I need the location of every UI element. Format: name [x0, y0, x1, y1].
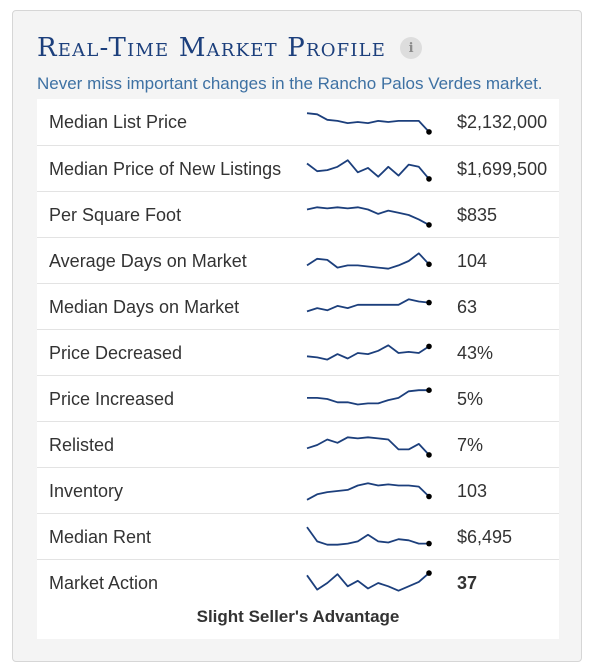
widget-title: Real-Time Market Profile	[37, 33, 387, 63]
metric-value: $1,699,500	[457, 159, 548, 179]
metric-value: 7%	[457, 435, 484, 455]
sparkline-endpoint	[426, 570, 432, 576]
metric-sparkline	[307, 387, 432, 406]
sparkline-endpoint	[426, 493, 432, 500]
metric-sparkline	[306, 112, 432, 135]
widget-subtitle: Never miss important changes in the Ranc…	[37, 74, 543, 93]
metric-row: Relisted 7%	[37, 421, 559, 467]
metric-value: $2,132,000	[457, 112, 548, 132]
metric-label: Median List Price	[49, 112, 188, 132]
metric-row: Median List Price $2,132,000	[37, 99, 559, 145]
metric-sparkline	[306, 206, 432, 228]
sparkline-path	[306, 344, 430, 361]
sparkline-path	[306, 526, 429, 546]
sparkline-endpoint	[426, 343, 432, 350]
header: Real-Time Market Profile i	[37, 33, 423, 63]
sparkline-endpoint	[426, 299, 432, 306]
metric-label: Median Rent	[49, 527, 152, 547]
sparkline-path	[306, 482, 430, 501]
metric-label: Inventory	[49, 481, 124, 501]
metric-value: $835	[457, 205, 498, 225]
metric-row: Inventory 103	[37, 467, 559, 513]
metric-row: Per Square Foot $835	[37, 191, 559, 237]
metric-row: Median Days on Market 63	[37, 283, 559, 329]
sparkline-path	[306, 298, 430, 313]
metric-label: Median Days on Market	[49, 297, 240, 317]
sparkline-endpoint	[426, 222, 432, 228]
metric-value: 104	[457, 251, 488, 271]
metric-label: Market Action	[49, 573, 159, 593]
metric-value: 103	[457, 481, 488, 501]
sparkline-path	[306, 436, 430, 456]
metric-sparkline	[306, 252, 432, 270]
metric-label: Price Decreased	[49, 343, 183, 363]
metric-label: Average Days on Market	[49, 251, 247, 271]
info-icon[interactable]: i	[400, 37, 423, 59]
sparkline-path	[306, 206, 430, 226]
sparkline-path	[307, 389, 429, 406]
sparkline-endpoint	[426, 540, 432, 547]
metric-value: 63	[457, 297, 478, 317]
metrics-table: Median List Price $2,132,000 Median Price …	[37, 99, 559, 639]
sparkline-path	[306, 572, 430, 592]
metric-sparkline	[306, 436, 432, 458]
metric-sparkline	[306, 482, 432, 501]
sparkline-path	[306, 112, 430, 133]
metric-sparkline	[306, 159, 432, 182]
metric-label: Price Increased	[49, 389, 175, 409]
sparkline-endpoint	[426, 176, 432, 182]
metric-value: 5%	[457, 389, 484, 409]
market-profile-card: Real-Time Market Profile i Never miss im…	[12, 10, 582, 662]
metric-value: $6,495	[457, 527, 513, 547]
metric-row: Average Days on Market 104	[37, 237, 559, 283]
sparkline-endpoint	[426, 129, 432, 135]
metric-sparkline	[306, 343, 432, 361]
metric-label: Median Price of New Listings	[49, 159, 282, 179]
metric-row: Median Price of New Listings $1,699,500	[37, 145, 559, 191]
sparkline-endpoint	[426, 452, 432, 458]
metric-sparkline	[306, 570, 432, 592]
metric-sparkline	[306, 298, 432, 313]
metric-value: 43%	[457, 343, 494, 363]
sparkline-path	[306, 252, 430, 270]
sparkline-endpoint	[426, 387, 432, 393]
metric-label: Per Square Foot	[49, 205, 182, 225]
market-action-summary: Slight Seller's Advantage	[196, 607, 400, 626]
sparkline-endpoint	[426, 261, 432, 268]
metric-row: Median Rent $6,495	[37, 513, 559, 559]
metric-sparkline	[306, 526, 432, 547]
sparkline-path	[306, 159, 430, 180]
metric-row: Price Decreased 43%	[37, 329, 559, 375]
metric-row: Price Increased 5%	[37, 375, 559, 421]
metric-row: Market Action 37	[37, 559, 559, 605]
metric-value: 37	[457, 573, 478, 593]
metric-label: Relisted	[49, 435, 115, 455]
